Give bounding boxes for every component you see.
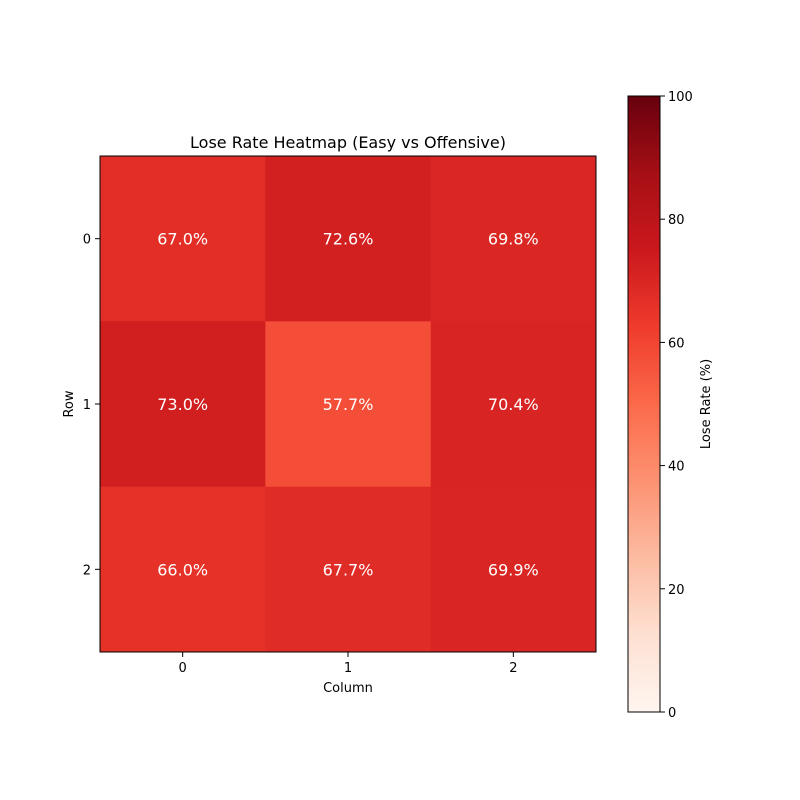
heatmap-cell	[265, 156, 432, 322]
x-tick-label: 2	[509, 661, 517, 676]
cell-value-label: 72.6%	[323, 230, 374, 249]
colorbar-tick-label: 100	[668, 90, 693, 105]
heatmap-cell	[265, 321, 432, 488]
cell-value-label: 67.7%	[323, 560, 374, 579]
y-tick-label: 2	[83, 563, 91, 578]
heatmap-cell	[100, 486, 266, 653]
cell-value-label: 70.4%	[488, 395, 539, 414]
colorbar-tick-label: 40	[668, 460, 685, 475]
heatmap-cell	[430, 156, 597, 322]
x-tick-label: 1	[344, 661, 352, 676]
colorbar-tick-label: 80	[668, 213, 685, 228]
x-tick-label: 0	[179, 661, 187, 676]
heatmap-cell-labels: 67.0% 72.6% 69.8% 73.0% 57.7% 70.4% 66.0% 67.7%…	[157, 230, 538, 580]
y-axis-label: Row	[62, 390, 77, 417]
y-tick-label: 1	[83, 398, 91, 413]
heatmap-cell	[430, 486, 597, 653]
cell-value-label: 69.8%	[488, 230, 539, 249]
x-axis-label: Column	[323, 681, 373, 696]
colorbar	[627, 95, 661, 713]
cell-value-label: 69.9%	[488, 560, 539, 579]
chart-title: Lose Rate Heatmap (Easy vs Offensive)	[190, 133, 506, 152]
colorbar-tick-label: 20	[668, 583, 685, 598]
cell-value-label: 66.0%	[157, 560, 208, 579]
y-tick-label: 0	[83, 233, 91, 248]
heatmap-cell	[265, 486, 432, 653]
heatmap-cell	[430, 321, 597, 488]
y-axis-ticks: 0 1 2	[83, 233, 100, 578]
colorbar-tick-label: 0	[668, 706, 676, 721]
x-axis-ticks: 0 1 2	[179, 652, 517, 676]
cell-value-label: 57.7%	[323, 395, 374, 414]
cell-value-label: 67.0%	[157, 230, 208, 249]
colorbar-ticks: 0 20 40 60 80 100	[660, 90, 693, 721]
cell-value-label: 73.0%	[157, 395, 208, 414]
heatmap-cell	[100, 321, 266, 488]
heatmap-cells	[100, 156, 597, 653]
colorbar-label: Lose Rate (%)	[699, 359, 714, 449]
colorbar-tick-label: 60	[668, 336, 685, 351]
heatmap-cell	[100, 156, 266, 322]
